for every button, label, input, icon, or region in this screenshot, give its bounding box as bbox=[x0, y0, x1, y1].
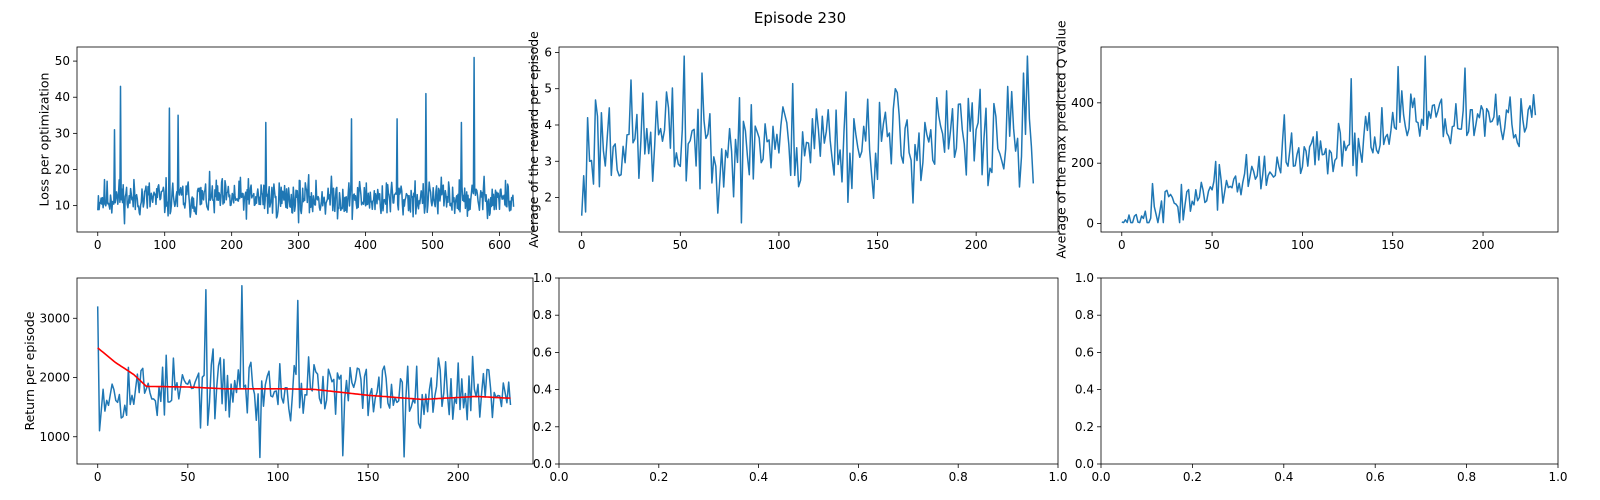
x-tick-label: 50 bbox=[180, 470, 195, 484]
x-tick-label: 0.2 bbox=[1183, 470, 1202, 484]
x-tick-label: 0.6 bbox=[1366, 470, 1385, 484]
axes-frame bbox=[1100, 46, 1559, 233]
x-tick-label: 300 bbox=[287, 238, 310, 252]
y-tick-label: 0.6 bbox=[533, 345, 552, 359]
x-tick-label: 0.8 bbox=[949, 470, 968, 484]
y-tick-label: 400 bbox=[1071, 96, 1094, 110]
x-tick-label: 0.0 bbox=[1091, 470, 1110, 484]
x-tick-label: 0.0 bbox=[549, 470, 568, 484]
subplot-5: 0.0 0.2 0.4 0.6 0.8 1.0 0.0 0.2 0.4 0.6 0.8 1.0 bbox=[533, 271, 1068, 484]
y-tick-label: 3 bbox=[544, 154, 552, 168]
x-tick-label: 150 bbox=[866, 238, 889, 252]
x-tick-label: 50 bbox=[1204, 238, 1219, 252]
y-tick-label: 0.2 bbox=[1075, 420, 1094, 434]
subplot-6: 0.0 0.2 0.4 0.6 0.8 1.0 0.0 0.2 0.4 0.6 0.8 1.0 bbox=[1075, 271, 1568, 484]
x-tick-label: 100 bbox=[267, 470, 290, 484]
x-tick-label: 0 bbox=[578, 238, 586, 252]
figure-title: Episode 230 bbox=[753, 9, 847, 27]
y-tick-label: 10 bbox=[55, 199, 70, 213]
y-axis-label: Return per episode bbox=[22, 311, 37, 430]
x-tick-label: 400 bbox=[354, 238, 377, 252]
x-tick-label: 200 bbox=[447, 470, 470, 484]
x-tick-label: 0.4 bbox=[1274, 470, 1293, 484]
series-line bbox=[97, 56, 515, 225]
y-tick-label: 4 bbox=[544, 118, 552, 132]
x-tick-label: 100 bbox=[153, 238, 176, 252]
y-tick-label: 0.4 bbox=[533, 383, 552, 397]
y-tick-label: 20 bbox=[55, 162, 70, 176]
series-line bbox=[96, 284, 512, 459]
x-tick-label: 0.8 bbox=[1457, 470, 1476, 484]
x-tick-label: 100 bbox=[1291, 238, 1314, 252]
y-axis-label: Average of the max predicted Q value bbox=[1053, 20, 1068, 259]
x-tick-label: 1.0 bbox=[1048, 470, 1067, 484]
x-tick-label: 200 bbox=[1472, 238, 1495, 252]
axes-frame bbox=[558, 46, 1059, 233]
x-tick-label: 0.6 bbox=[849, 470, 868, 484]
axes-frame bbox=[558, 277, 1059, 465]
x-tick-label: 50 bbox=[673, 238, 688, 252]
y-axis-label: Average of the reward per episode bbox=[526, 31, 541, 248]
x-tick-label: 200 bbox=[220, 238, 243, 252]
y-tick-label: 1000 bbox=[39, 430, 70, 444]
x-tick-label: 0 bbox=[94, 470, 102, 484]
y-tick-label: 0.4 bbox=[1075, 383, 1094, 397]
series-line bbox=[1121, 55, 1537, 224]
y-tick-label: 1.0 bbox=[533, 271, 552, 285]
x-tick-label: 100 bbox=[767, 238, 790, 252]
y-tick-label: 0 bbox=[1086, 217, 1094, 231]
y-tick-label: 2000 bbox=[39, 371, 70, 385]
mean-line bbox=[97, 347, 511, 401]
y-tick-label: 0.0 bbox=[533, 457, 552, 471]
x-tick-label: 0 bbox=[94, 238, 102, 252]
y-tick-label: 0.8 bbox=[533, 308, 552, 322]
y-tick-label: 6 bbox=[544, 45, 552, 59]
axes-frame bbox=[1100, 277, 1559, 465]
series-line bbox=[580, 55, 1035, 224]
x-tick-label: 0.2 bbox=[649, 470, 668, 484]
axes-frame bbox=[76, 277, 534, 465]
x-tick-label: 150 bbox=[1381, 238, 1404, 252]
y-tick-label: 40 bbox=[55, 90, 70, 104]
y-tick-label: 0.8 bbox=[1075, 308, 1094, 322]
y-tick-label: 3000 bbox=[39, 311, 70, 325]
y-tick-label: 50 bbox=[55, 54, 70, 68]
y-tick-label: 200 bbox=[1071, 156, 1094, 170]
y-tick-label: 30 bbox=[55, 126, 70, 140]
axes-frame bbox=[76, 46, 534, 233]
y-tick-label: 2 bbox=[544, 191, 552, 205]
x-tick-label: 500 bbox=[421, 238, 444, 252]
y-tick-label: 1.0 bbox=[1075, 271, 1094, 285]
x-tick-label: 1.0 bbox=[1548, 470, 1567, 484]
y-tick-label: 0.0 bbox=[1075, 457, 1094, 471]
y-tick-label: 5 bbox=[544, 82, 552, 96]
x-tick-label: 200 bbox=[965, 238, 988, 252]
x-tick-label: 0.4 bbox=[749, 470, 768, 484]
y-axis-label: Loss per optimization bbox=[37, 73, 52, 207]
y-tick-label: 0.6 bbox=[1075, 345, 1094, 359]
x-tick-label: 600 bbox=[488, 238, 511, 252]
y-tick-label: 0.2 bbox=[533, 420, 552, 434]
x-tick-label: 150 bbox=[357, 470, 380, 484]
x-tick-label: 0 bbox=[1118, 238, 1126, 252]
